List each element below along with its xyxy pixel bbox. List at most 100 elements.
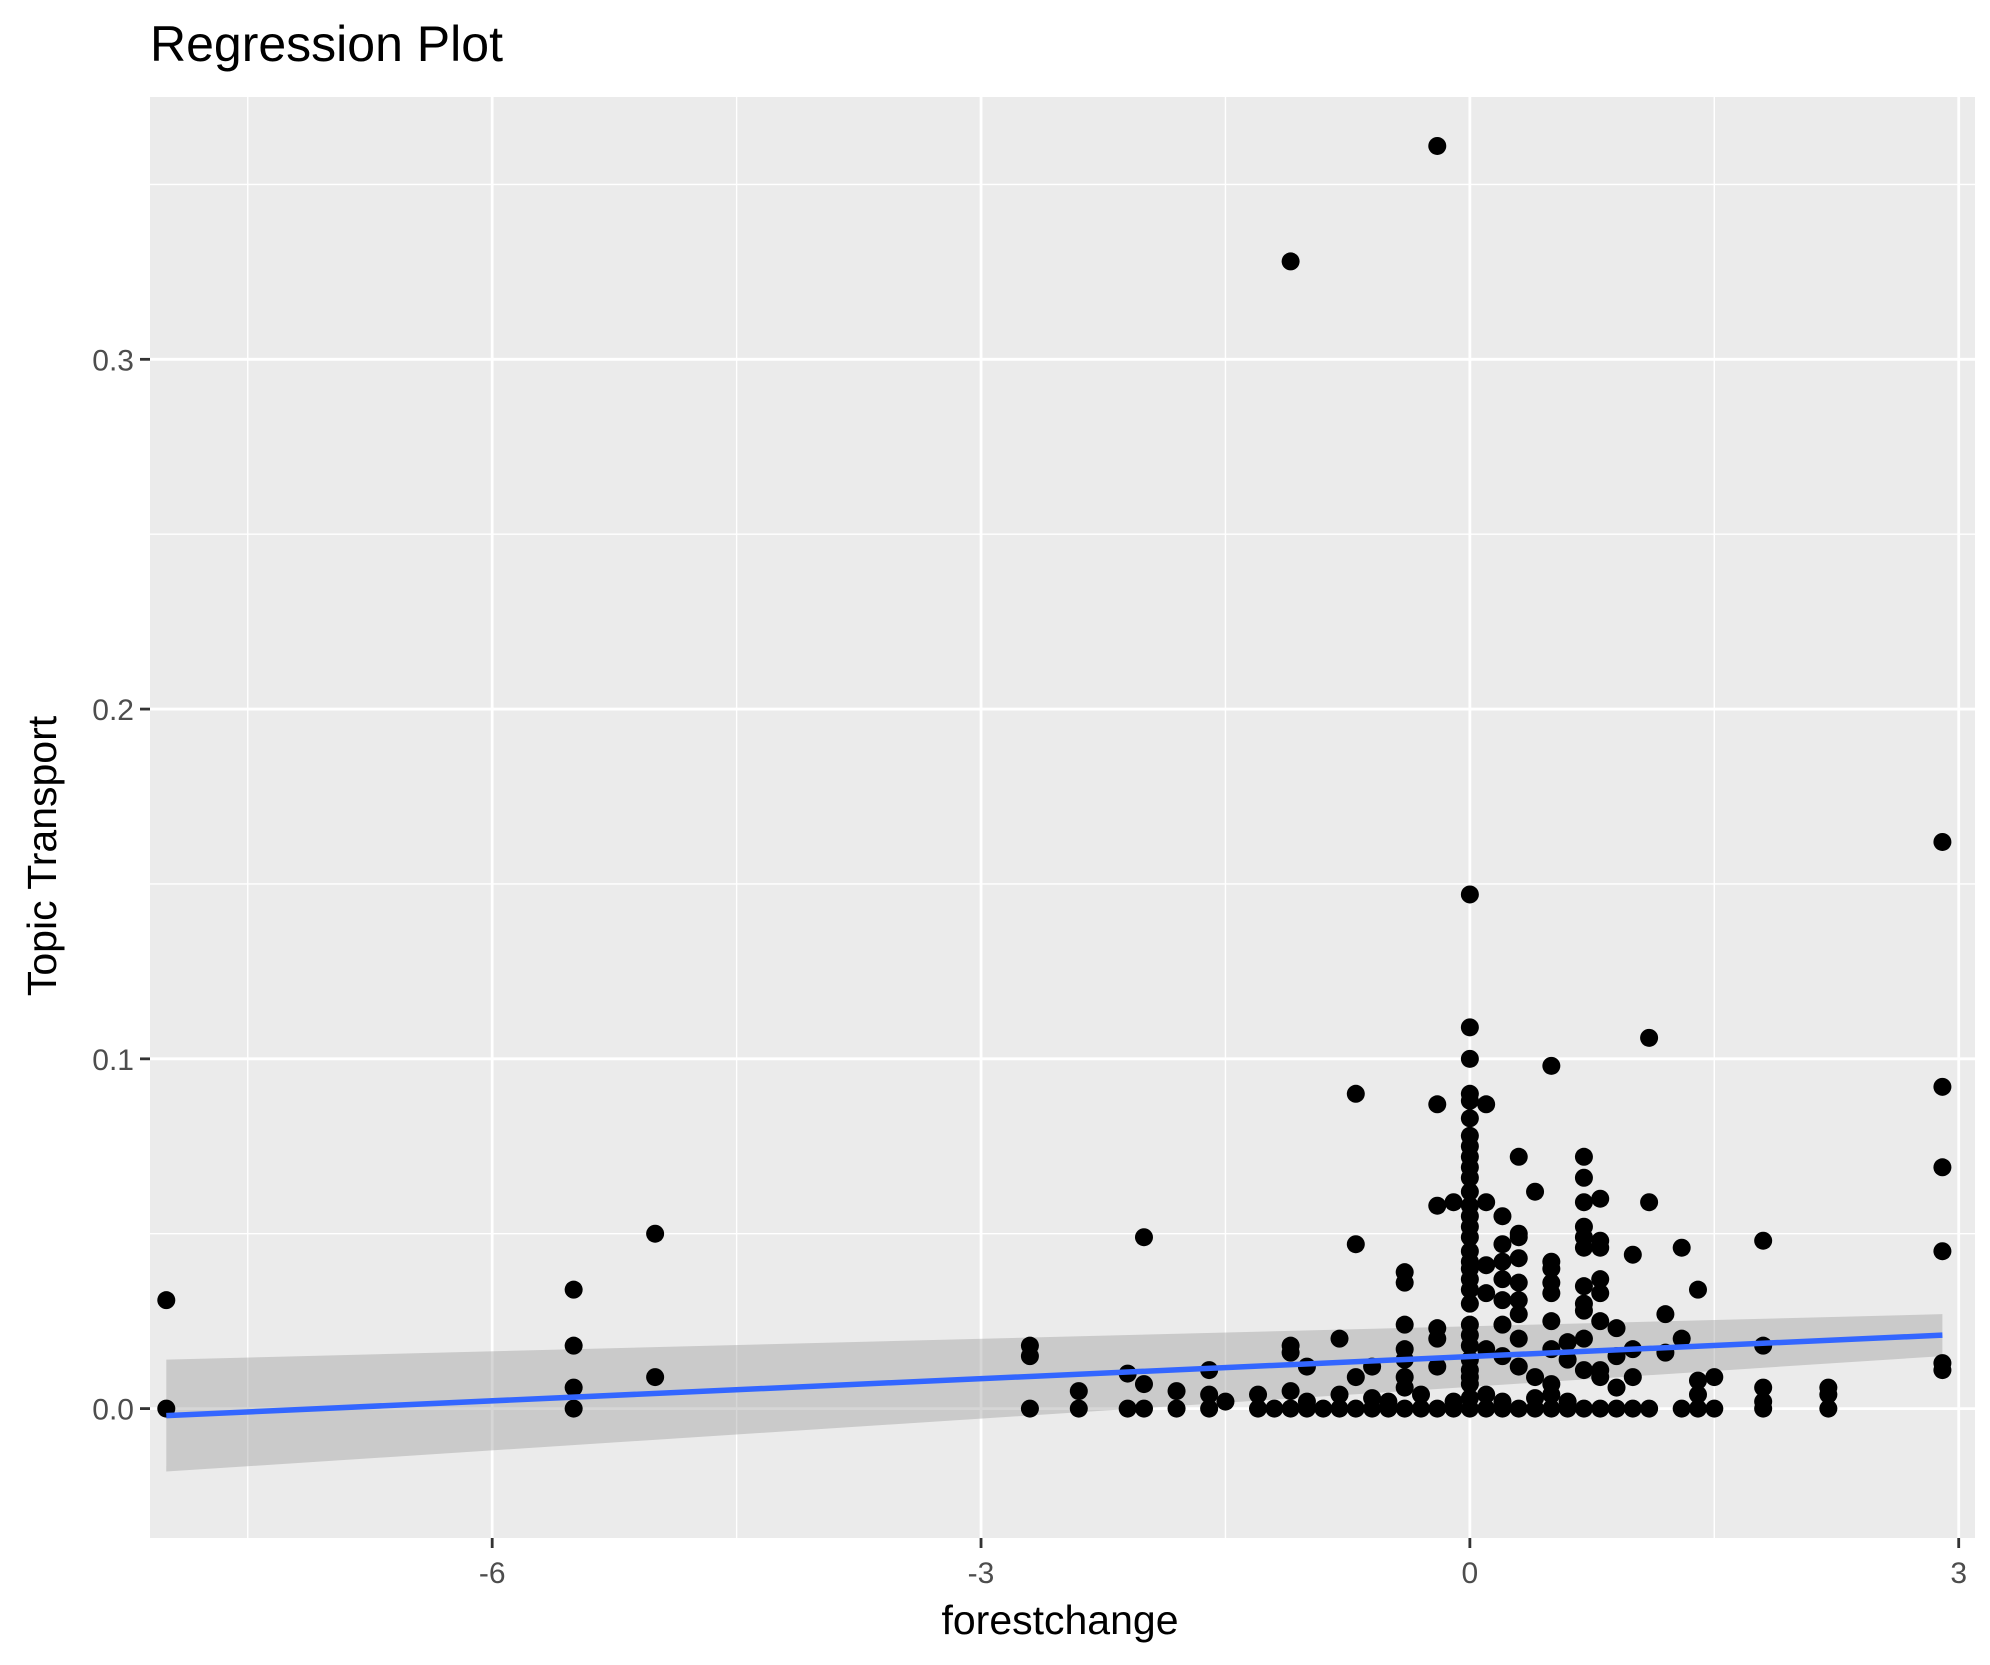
x-tick-label: 0	[1462, 1557, 1479, 1590]
data-point	[564, 1336, 583, 1355]
data-point	[1314, 1399, 1333, 1418]
data-point	[1460, 1399, 1479, 1418]
data-point	[1395, 1273, 1414, 1292]
data-point	[1493, 1207, 1512, 1226]
data-point	[1330, 1385, 1349, 1404]
data-point	[1509, 1147, 1528, 1166]
data-point	[1249, 1385, 1268, 1404]
data-point	[1281, 1382, 1300, 1401]
data-point	[1688, 1280, 1707, 1299]
data-point	[1167, 1399, 1186, 1418]
data-point	[1688, 1371, 1707, 1390]
data-point	[1428, 1095, 1447, 1114]
data-point	[1460, 1336, 1479, 1355]
data-point	[1363, 1399, 1382, 1418]
data-point	[1379, 1399, 1398, 1418]
data-point	[1460, 1280, 1479, 1299]
data-point	[564, 1280, 583, 1299]
data-point	[1444, 1399, 1463, 1418]
data-point	[1574, 1168, 1593, 1187]
data-point	[1656, 1305, 1675, 1324]
data-point	[1281, 1343, 1300, 1362]
data-point	[1509, 1249, 1528, 1268]
data-point	[1509, 1273, 1528, 1292]
data-point	[1607, 1319, 1626, 1338]
data-point	[1460, 1228, 1479, 1247]
y-tick-label: 0.3	[92, 344, 134, 377]
data-point	[1281, 252, 1300, 271]
data-point	[1542, 1385, 1561, 1404]
x-tick-label: -3	[968, 1557, 995, 1590]
data-point	[1493, 1270, 1512, 1289]
data-point	[1493, 1235, 1512, 1254]
data-point	[1591, 1399, 1610, 1418]
data-point	[1200, 1399, 1219, 1418]
data-point	[1460, 1049, 1479, 1068]
data-point	[1591, 1238, 1610, 1257]
data-point	[1933, 1158, 1952, 1177]
data-point	[1672, 1238, 1691, 1257]
data-point	[1460, 885, 1479, 904]
data-point	[1574, 1238, 1593, 1257]
data-point	[1509, 1291, 1528, 1310]
data-point	[1754, 1231, 1773, 1250]
data-point	[1574, 1147, 1593, 1166]
data-point	[1428, 1329, 1447, 1348]
data-point	[1688, 1385, 1707, 1404]
data-point	[1509, 1329, 1528, 1348]
data-point	[1640, 1399, 1659, 1418]
data-point	[1526, 1182, 1545, 1201]
data-point	[1819, 1399, 1838, 1418]
data-point	[1460, 1109, 1479, 1128]
data-point	[1411, 1399, 1430, 1418]
data-point	[1574, 1277, 1593, 1296]
data-point	[1933, 1361, 1952, 1380]
data-point	[1542, 1056, 1561, 1075]
data-point	[1509, 1399, 1528, 1418]
data-point	[1574, 1301, 1593, 1320]
data-point	[1346, 1368, 1365, 1387]
regression-line	[166, 1332, 1943, 1419]
data-point	[1134, 1375, 1153, 1394]
data-point	[1281, 1399, 1300, 1418]
x-tick-label: 3	[1950, 1557, 1967, 1590]
data-point	[1134, 1399, 1153, 1418]
data-point	[1672, 1329, 1691, 1348]
data-point	[1411, 1385, 1430, 1404]
data-point	[1558, 1350, 1577, 1369]
data-point	[1428, 1196, 1447, 1215]
data-point	[1297, 1399, 1316, 1418]
data-point	[1591, 1312, 1610, 1331]
data-point	[1509, 1305, 1528, 1324]
data-point	[1705, 1368, 1724, 1387]
y-tick-label: 0.1	[92, 1044, 134, 1077]
data-point	[1526, 1399, 1545, 1418]
x-axis-ticks: -6 -3 0 3	[479, 1538, 1967, 1590]
data-point	[1460, 1294, 1479, 1313]
data-point	[1933, 1077, 1952, 1096]
data-point	[1607, 1378, 1626, 1397]
data-point	[1428, 1357, 1447, 1376]
data-point	[1607, 1399, 1626, 1418]
data-point	[646, 1368, 665, 1387]
data-point	[1640, 1028, 1659, 1047]
data-point	[1542, 1259, 1561, 1278]
x-tick-label: -6	[479, 1557, 506, 1590]
data-point	[1118, 1399, 1137, 1418]
data-point	[1493, 1252, 1512, 1271]
data-point	[564, 1378, 583, 1397]
data-point	[1705, 1399, 1724, 1418]
data-point	[1134, 1228, 1153, 1247]
data-point	[1395, 1315, 1414, 1334]
data-point	[1200, 1385, 1219, 1404]
data-point	[1558, 1333, 1577, 1352]
data-point	[1460, 1182, 1479, 1201]
data-point	[1558, 1399, 1577, 1418]
plot-panel	[150, 97, 1975, 1538]
data-point	[1249, 1399, 1268, 1418]
y-tick-label: 0.2	[92, 694, 134, 727]
data-point	[1330, 1329, 1349, 1348]
data-point	[1542, 1312, 1561, 1331]
data-point	[1574, 1361, 1593, 1380]
